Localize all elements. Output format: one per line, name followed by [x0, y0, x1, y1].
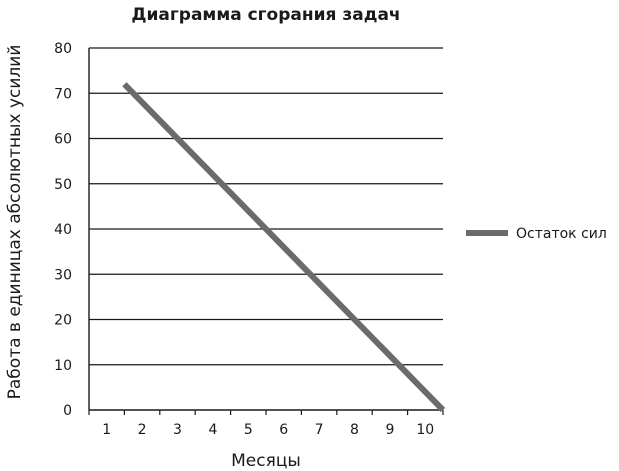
- legend-label-remaining-effort: Остаток сил: [516, 226, 607, 242]
- grid: [89, 47, 443, 366]
- y-axis-label: Работа в единицах абсолютных усилий: [5, 45, 25, 400]
- x-axis-label: Месяцы: [231, 451, 301, 471]
- y-tick-label: 40: [54, 222, 72, 238]
- y-tick-label: 60: [54, 132, 72, 148]
- y-tick-label: 30: [54, 267, 72, 283]
- x-tick-label: 5: [244, 422, 253, 438]
- y-tick-label: 20: [54, 313, 72, 329]
- x-tick-label: 1: [102, 422, 111, 438]
- series-line-0: [122, 82, 446, 413]
- y-tick-label: 70: [54, 86, 72, 102]
- y-tick-label: 80: [54, 41, 72, 57]
- y-tick-label: 0: [63, 403, 72, 419]
- chart-title: Диаграмма сгорания задач: [131, 5, 400, 25]
- x-tick-label: 7: [315, 422, 324, 438]
- x-tick-label: 3: [173, 422, 182, 438]
- x-tick-label: 2: [138, 422, 147, 438]
- y-tick-label: 10: [54, 358, 72, 374]
- x-tick-label: 8: [350, 422, 359, 438]
- y-tick-labels: 0 10 20 30 40 50 60 70 80: [54, 41, 72, 419]
- x-tick-label: 4: [208, 422, 217, 438]
- legend: Остаток сил: [466, 226, 607, 242]
- x-tick-label: 9: [385, 422, 394, 438]
- series: [122, 82, 446, 413]
- axes: [88, 48, 444, 415]
- x-tick-label: 6: [279, 422, 288, 438]
- x-tick-labels: 1 2 3 4 5 6 7 8 9 10: [102, 422, 434, 438]
- y-tick-label: 50: [54, 177, 72, 193]
- x-tick-label: 10: [416, 422, 434, 438]
